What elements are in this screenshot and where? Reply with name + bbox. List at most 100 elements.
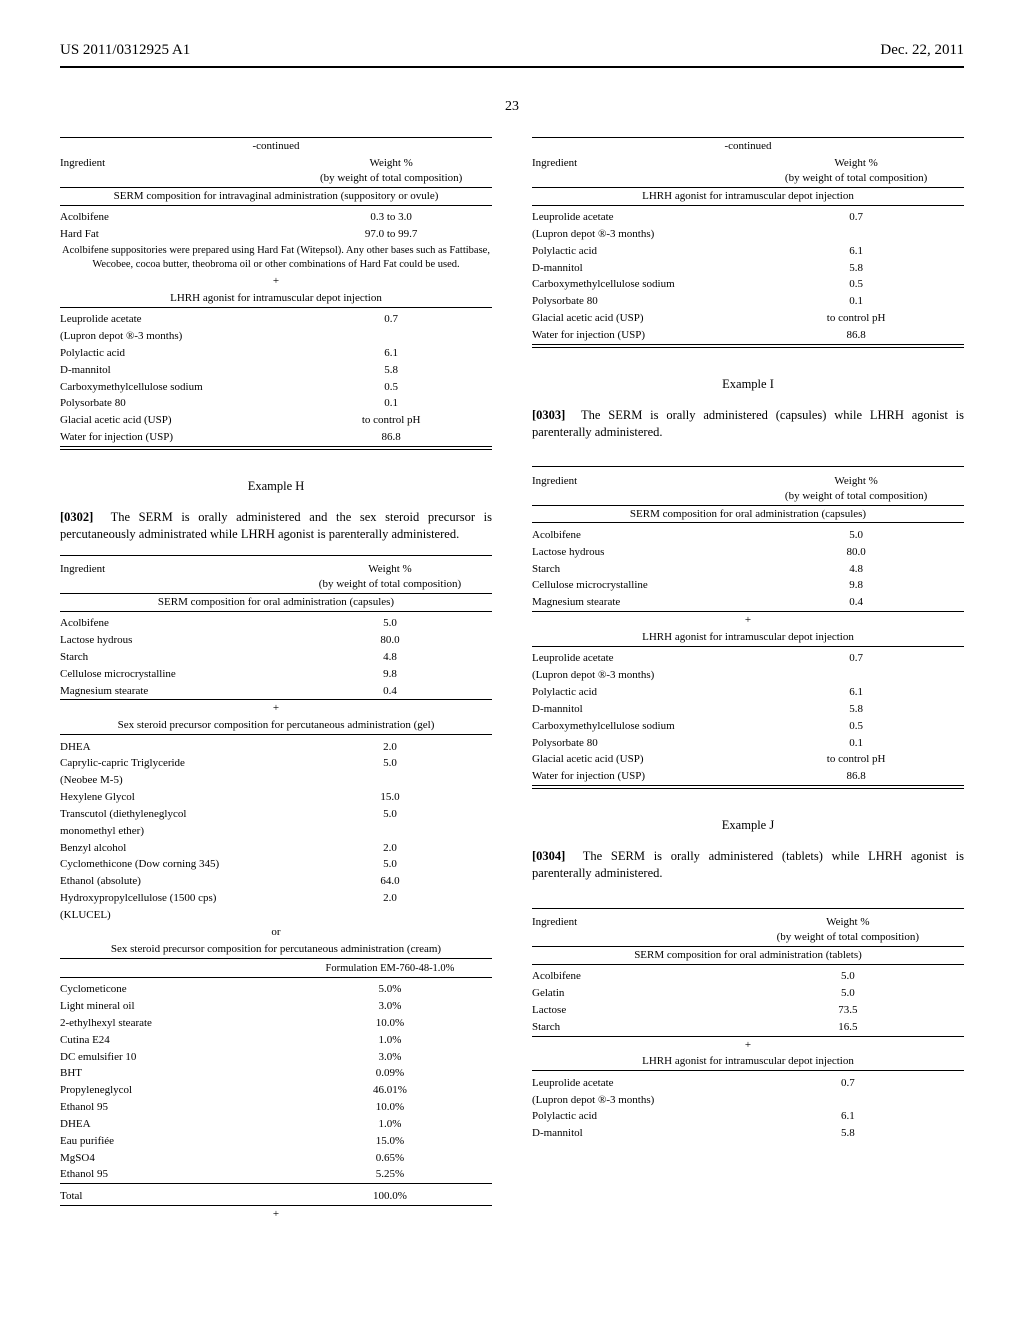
table-row: DC emulsifier 10 [60, 1049, 288, 1066]
table-row: D-mannitol [532, 701, 748, 718]
col-ingredient: Ingredient [532, 914, 732, 946]
section-capsules: SERM composition for oral administration… [532, 505, 964, 523]
example-j-para: [0304] The SERM is orally administered (… [532, 848, 964, 882]
header-rule [60, 66, 964, 68]
table-row: Lactose hydrous [60, 632, 288, 649]
example-j-heading: Example J [532, 817, 964, 834]
table-row: Hard Fat [60, 226, 290, 243]
plus-sep: + [60, 1205, 492, 1222]
table-row: BHT [60, 1065, 288, 1082]
col-ingredient: Ingredient [532, 155, 748, 187]
table-row: Caprylic-capric Triglyceride [60, 755, 288, 772]
table-row: Ethanol 95 [60, 1099, 288, 1116]
table-row: Transcutol (diethyleneglycol [60, 806, 288, 823]
plus-sep: + [532, 612, 964, 629]
para-number: [0302] [60, 510, 93, 524]
plus-sep: + [60, 273, 492, 290]
col-ingredient: Ingredient [532, 473, 748, 505]
hardfat-note: Acolbifene suppositories were prepared u… [60, 243, 492, 273]
example-i-para: [0303] The SERM is orally administered (… [532, 407, 964, 441]
table-row: Hydroxypropylcellulose (1500 cps) [60, 890, 288, 907]
table-row: Cutina E24 [60, 1032, 288, 1049]
col-weight: Weight % (by weight of total composition… [290, 155, 492, 187]
example-i-heading: Example I [532, 376, 964, 393]
table-row: D-mannitol [60, 362, 290, 379]
table-row: Cyclomethicone (Dow corning 345) [60, 856, 288, 873]
table-row: (Neobee M-5) [60, 772, 288, 789]
para-number: [0303] [532, 408, 565, 422]
patent-date: Dec. 22, 2011 [880, 40, 964, 60]
table-row: Glacial acetic acid (USP) [60, 412, 290, 429]
col-weight: Weight % (by weight of total composition… [732, 914, 964, 946]
table-row: (Lupron depot ®-3 months) [60, 328, 290, 345]
table-row: D-mannitol [532, 260, 748, 277]
col-weight: Weight % (by weight of total composition… [748, 155, 964, 187]
table-row: Polylactic acid [532, 1108, 732, 1125]
table-row: monomethyl ether) [60, 823, 288, 840]
table-row: (Lupron depot ®-3 months) [532, 226, 748, 243]
table-row: Starch [532, 1019, 732, 1036]
right-column: -continued Ingredient Weight % (by weigh… [532, 137, 964, 1222]
table-row: Polylactic acid [532, 243, 748, 260]
table-row: Water for injection (USP) [532, 768, 748, 785]
table-row: Acolbifene [532, 968, 732, 985]
table-row: Magnesium stearate [60, 683, 288, 700]
table-row: Cellulose microcrystalline [532, 577, 748, 594]
col-weight: Weight % (by weight of total composition… [288, 561, 492, 593]
table-row: Acolbifene [60, 209, 290, 226]
table-example-j: Ingredient Weight % (by weight of total … [532, 908, 964, 1142]
page-number: 23 [60, 98, 964, 117]
table-row: Hexylene Glycol [60, 789, 288, 806]
table-row: Benzyl alcohol [60, 840, 288, 857]
continued-label: -continued [532, 138, 964, 155]
table-row: Carboxymethylcellulose sodium [60, 379, 290, 396]
patent-number: US 2011/0312925 A1 [60, 40, 190, 60]
table-row: Propyleneglycol [60, 1082, 288, 1099]
table-row: Light mineral oil [60, 998, 288, 1015]
section-lhrh: LHRH agonist for intramuscular depot inj… [532, 1053, 964, 1070]
continued-label: -continued [60, 138, 492, 155]
table-row: Water for injection (USP) [532, 327, 748, 344]
table-row: 2-ethylhexyl stearate [60, 1015, 288, 1032]
example-h-heading: Example H [60, 478, 492, 495]
table-row: Polysorbate 80 [60, 395, 290, 412]
table-row: D-mannitol [532, 1125, 732, 1142]
section-lhrh: LHRH agonist for intramuscular depot inj… [60, 290, 492, 307]
table-row: (Lupron depot ®-3 months) [532, 1092, 732, 1109]
table-row: Polysorbate 80 [532, 293, 748, 310]
total-value: 100.0% [288, 1188, 492, 1205]
table-row: Leuprolide acetate [532, 209, 748, 226]
table-row: Gelatin [532, 985, 732, 1002]
section-cream: Sex steroid precursor composition for pe… [60, 941, 492, 958]
table-row: Lactose [532, 1002, 732, 1019]
table-row: Ethanol 95 [60, 1166, 288, 1183]
table-row: Eau purifiée [60, 1133, 288, 1150]
table-row: DHEA [60, 1116, 288, 1133]
table-example-i: Ingredient Weight % (by weight of total … [532, 466, 964, 791]
section-lhrh: LHRH agonist for intramuscular depot inj… [532, 187, 964, 205]
table-row: Acolbifene [60, 615, 288, 632]
section-suppository: SERM composition for intravaginal admini… [60, 187, 492, 205]
table-row: MgSO4 [60, 1150, 288, 1167]
table-row: Water for injection (USP) [60, 429, 290, 446]
table-row: Glacial acetic acid (USP) [532, 310, 748, 327]
table-row: Leuprolide acetate [60, 311, 290, 328]
table-continued-right: -continued Ingredient Weight % (by weigh… [532, 137, 964, 350]
plus-sep: + [60, 700, 492, 717]
table-row: Polylactic acid [60, 345, 290, 362]
plus-sep: + [532, 1036, 964, 1053]
table-row: Polylactic acid [532, 684, 748, 701]
formulation-header: Formulation EM-760-48-1.0% [288, 961, 492, 978]
table-row: Ethanol (absolute) [60, 873, 288, 890]
table-row: Starch [60, 649, 288, 666]
para-number: [0304] [532, 849, 565, 863]
table-row: Glacial acetic acid (USP) [532, 751, 748, 768]
table-row: Carboxymethylcellulose sodium [532, 276, 748, 293]
page-header: US 2011/0312925 A1 Dec. 22, 2011 [60, 40, 964, 60]
table-row: DHEA [60, 739, 288, 756]
example-h-para: [0302] The SERM is orally administered a… [60, 509, 492, 543]
col-weight: Weight % (by weight of total composition… [748, 473, 964, 505]
section-tablets: SERM composition for oral administration… [532, 946, 964, 964]
section-capsules: SERM composition for oral administration… [60, 593, 492, 611]
col-ingredient: Ingredient [60, 561, 288, 593]
